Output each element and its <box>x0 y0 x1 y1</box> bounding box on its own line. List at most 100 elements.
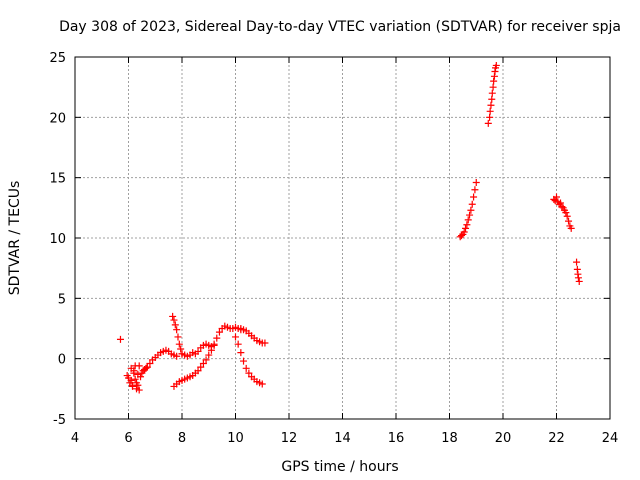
data-point <box>194 347 202 355</box>
data-point <box>467 206 475 214</box>
data-point <box>562 209 570 217</box>
x-tick-label: 6 <box>124 431 132 446</box>
data-point <box>486 113 494 121</box>
data-point <box>563 212 571 220</box>
data-point <box>565 217 573 225</box>
data-point <box>175 340 183 348</box>
data-point <box>199 359 207 367</box>
data-point <box>197 363 205 371</box>
data-point <box>174 333 182 341</box>
data-point <box>258 380 266 388</box>
data-point <box>135 386 143 394</box>
data-points <box>116 61 583 394</box>
data-point <box>484 119 492 127</box>
data-point <box>558 203 566 211</box>
series-rise-6to7.8 <box>143 346 181 371</box>
data-point <box>240 357 248 365</box>
data-point <box>573 258 581 266</box>
data-point <box>261 339 269 347</box>
data-point <box>215 328 223 336</box>
y-tick-label: 0 <box>58 353 66 368</box>
x-tick-label: 24 <box>602 431 619 446</box>
x-tick-label: 14 <box>334 431 351 446</box>
data-point <box>213 334 221 342</box>
data-point <box>489 83 497 91</box>
y-tick-label: 25 <box>49 51 66 66</box>
data-point <box>574 274 582 282</box>
data-point <box>237 349 245 357</box>
x-tick-label: 16 <box>388 431 405 446</box>
data-point <box>553 193 560 201</box>
data-point <box>488 89 496 97</box>
y-tick-label: 5 <box>58 292 66 307</box>
data-point <box>169 312 177 320</box>
data-point <box>142 364 150 372</box>
x-tick-label: 10 <box>227 431 244 446</box>
data-point <box>146 359 154 367</box>
data-point <box>490 77 498 85</box>
y-tick-label: 15 <box>49 172 66 187</box>
data-point <box>557 199 565 207</box>
series-segment-19.5 <box>484 61 500 127</box>
data-point <box>463 221 471 229</box>
data-point <box>171 321 179 329</box>
y-axis-label: SDTVAR / TECUs <box>7 181 23 296</box>
data-point <box>466 211 474 219</box>
grid <box>75 57 610 419</box>
data-point <box>129 382 137 390</box>
data-point <box>194 367 202 375</box>
data-point <box>460 228 468 236</box>
data-point <box>458 232 466 240</box>
series-segment-22 <box>550 193 575 232</box>
data-point <box>234 340 242 348</box>
series-segment-22.8 <box>573 258 583 285</box>
data-point <box>487 101 495 109</box>
data-point <box>143 363 151 371</box>
data-point <box>464 216 472 224</box>
x-tick-label: 22 <box>548 431 565 446</box>
data-point <box>173 326 181 334</box>
data-point <box>210 340 218 348</box>
data-point <box>471 186 479 194</box>
data-point <box>232 333 239 341</box>
y-tick-label: -5 <box>53 413 66 428</box>
data-point <box>177 345 185 353</box>
x-tick-label: 12 <box>281 431 298 446</box>
chart-title: Day 308 of 2023, Sidereal Day-to-day VTE… <box>59 19 621 35</box>
series-drop-10to11 <box>232 333 266 388</box>
y-tick-label: 10 <box>49 232 66 247</box>
y-tick-label: 20 <box>49 111 66 126</box>
data-point <box>207 346 215 354</box>
data-point <box>130 369 138 377</box>
data-point <box>173 352 181 360</box>
series-segment-18.4 <box>456 178 480 241</box>
data-point <box>470 193 478 201</box>
data-point <box>134 381 142 389</box>
x-tick-label: 4 <box>71 431 79 446</box>
data-point <box>131 375 139 383</box>
data-point <box>242 364 250 372</box>
data-point <box>492 61 500 69</box>
data-point <box>135 362 143 370</box>
data-point <box>245 369 253 377</box>
x-tick-label: 20 <box>495 431 512 446</box>
data-point <box>468 200 476 208</box>
data-point <box>127 364 135 372</box>
data-point <box>488 95 496 103</box>
data-point <box>137 373 145 381</box>
data-point <box>127 376 135 384</box>
data-point <box>472 178 480 186</box>
data-point <box>116 335 124 343</box>
x-tick-label: 18 <box>441 431 458 446</box>
data-point <box>462 224 470 232</box>
x-axis-label: GPS time / hours <box>281 459 398 475</box>
series-rise-7.7to10.2 <box>170 322 245 390</box>
x-tick-label: 8 <box>178 431 186 446</box>
series-tail-10to11.1 <box>237 325 269 347</box>
data-point <box>170 316 178 324</box>
series-isolated <box>116 335 124 343</box>
data-point <box>205 351 213 359</box>
data-point <box>575 277 583 285</box>
data-point <box>486 107 494 115</box>
